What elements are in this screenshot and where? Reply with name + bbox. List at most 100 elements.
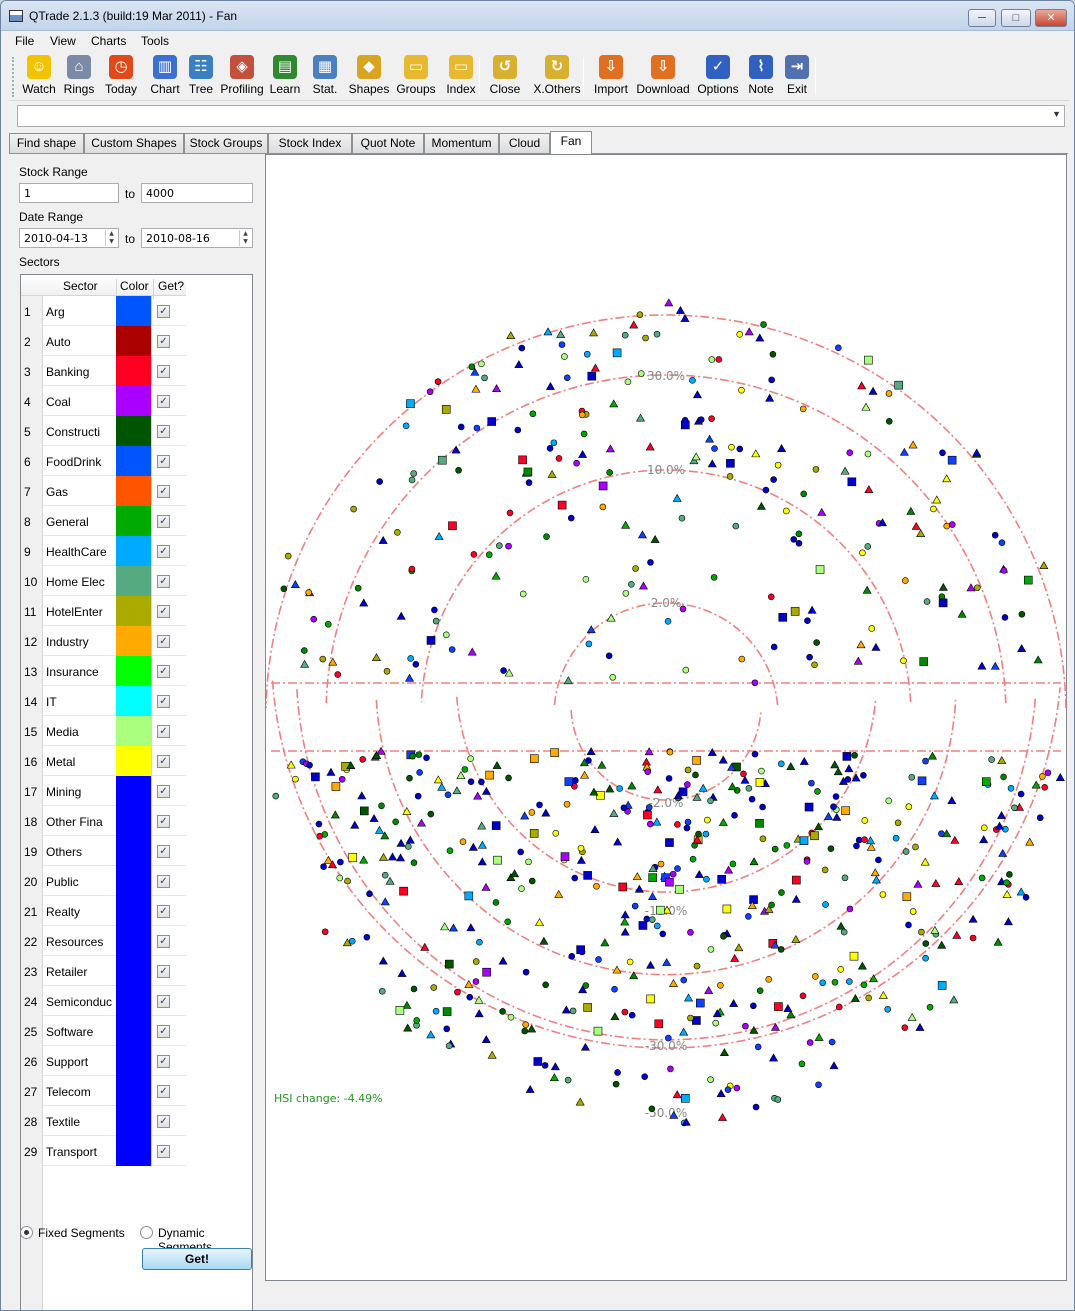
sector-color-swatch[interactable] — [116, 836, 152, 866]
sector-row[interactable]: 8 General ✓ — [21, 506, 186, 536]
toolbar-download-button[interactable]: ⇩ Download — [633, 55, 693, 99]
sector-color-swatch[interactable] — [116, 806, 152, 836]
sector-get-checkbox[interactable]: ✓ — [157, 845, 170, 858]
menu-tools[interactable]: Tools — [141, 34, 170, 48]
sector-get-checkbox[interactable]: ✓ — [157, 425, 170, 438]
toolbar-stat-button[interactable]: ▦ Stat. — [305, 55, 345, 99]
sector-get-checkbox[interactable]: ✓ — [157, 995, 170, 1008]
sector-get-checkbox[interactable]: ✓ — [157, 1055, 170, 1068]
sector-row[interactable]: 19 Others ✓ — [21, 836, 186, 866]
sector-get-checkbox[interactable]: ✓ — [157, 365, 170, 378]
header-sector[interactable]: Sector — [63, 279, 98, 293]
sector-color-swatch[interactable] — [116, 536, 152, 566]
sector-color-swatch[interactable] — [116, 386, 152, 416]
maximize-button[interactable]: □ — [1001, 9, 1031, 27]
sector-get-checkbox[interactable]: ✓ — [157, 815, 170, 828]
toolbar-today-button[interactable]: ◷ Today — [99, 55, 143, 99]
sector-get-checkbox[interactable]: ✓ — [157, 965, 170, 978]
toolbar-options-button[interactable]: ✓ Options — [693, 55, 743, 99]
sector-get-checkbox[interactable]: ✓ — [157, 335, 170, 348]
sector-color-swatch[interactable] — [116, 296, 152, 326]
sector-get-checkbox[interactable]: ✓ — [157, 605, 170, 618]
sector-row[interactable]: 16 Metal ✓ — [21, 746, 186, 776]
sector-get-checkbox[interactable]: ✓ — [157, 305, 170, 318]
sector-color-swatch[interactable] — [116, 446, 152, 476]
sector-row[interactable]: 7 Gas ✓ — [21, 476, 186, 506]
sector-row[interactable]: 28 Textile ✓ — [21, 1106, 186, 1136]
toolbar-groups-button[interactable]: ▭ Groups — [393, 55, 439, 99]
sector-get-checkbox[interactable]: ✓ — [157, 395, 170, 408]
sector-row[interactable]: 4 Coal ✓ — [21, 386, 186, 416]
sector-color-swatch[interactable] — [116, 866, 152, 896]
sector-get-checkbox[interactable]: ✓ — [157, 725, 170, 738]
dynamic-segments-radio[interactable] — [140, 1226, 153, 1239]
sector-color-swatch[interactable] — [116, 656, 152, 686]
sector-row[interactable]: 1 Arg ✓ — [21, 296, 186, 326]
sector-color-swatch[interactable] — [116, 1016, 152, 1046]
sector-row[interactable]: 14 IT ✓ — [21, 686, 186, 716]
toolbar-tree-button[interactable]: ☷ Tree — [183, 55, 219, 99]
sector-row[interactable]: 24 Semiconduc ✓ — [21, 986, 186, 1016]
sector-get-checkbox[interactable]: ✓ — [157, 665, 170, 678]
toolbar-xothers-button[interactable]: ↻ X.Others — [525, 55, 589, 99]
date-from-input[interactable]: 2010-04-13 ▲ ▼ — [19, 228, 119, 248]
sector-get-checkbox[interactable]: ✓ — [157, 1145, 170, 1158]
sector-color-swatch[interactable] — [116, 776, 152, 806]
toolbar-close-button[interactable]: ↺ Close — [485, 55, 525, 99]
fixed-segments-radio[interactable] — [20, 1226, 33, 1239]
sector-row[interactable]: 12 Industry ✓ — [21, 626, 186, 656]
sector-row[interactable]: 22 Resources ✓ — [21, 926, 186, 956]
sector-row[interactable]: 6 FoodDrink ✓ — [21, 446, 186, 476]
sector-row[interactable]: 5 Constructi ✓ — [21, 416, 186, 446]
sector-get-checkbox[interactable]: ✓ — [157, 515, 170, 528]
sector-row[interactable]: 13 Insurance ✓ — [21, 656, 186, 686]
toolbar-chart-button[interactable]: ▥ Chart — [147, 55, 183, 99]
sector-get-checkbox[interactable]: ✓ — [157, 695, 170, 708]
sector-row[interactable]: 18 Other Fina ✓ — [21, 806, 186, 836]
sector-color-swatch[interactable] — [116, 896, 152, 926]
close-button[interactable]: ✕ — [1035, 9, 1067, 27]
sector-row[interactable]: 15 Media ✓ — [21, 716, 186, 746]
stock-to-input[interactable]: 4000 — [141, 183, 253, 203]
tab-momentum[interactable]: Momentum — [424, 133, 499, 153]
tab-findshape[interactable]: Find shape — [9, 133, 84, 153]
toolbar-index-button[interactable]: ▭ Index — [439, 55, 483, 99]
sector-color-swatch[interactable] — [116, 326, 152, 356]
sector-row[interactable]: 25 Software ✓ — [21, 1016, 186, 1046]
sector-color-swatch[interactable] — [116, 1076, 152, 1106]
toolbar-note-button[interactable]: ⌇ Note — [743, 55, 779, 99]
sector-color-swatch[interactable] — [116, 1136, 152, 1166]
sector-color-swatch[interactable] — [116, 416, 152, 446]
stock-from-input[interactable]: 1 — [19, 183, 119, 203]
menu-view[interactable]: View — [50, 34, 76, 48]
date-to-input[interactable]: 2010-08-16 ▲ ▼ — [141, 228, 253, 248]
sector-color-swatch[interactable] — [116, 686, 152, 716]
sector-get-checkbox[interactable]: ✓ — [157, 545, 170, 558]
date-from-spinner[interactable]: ▲ ▼ — [105, 230, 117, 246]
sector-color-swatch[interactable] — [116, 476, 152, 506]
fan-chart[interactable]: 30.0%10.0%2.0%-2.0%-10.0%-30.0%-50.0%HSI… — [266, 155, 1068, 1282]
sector-row[interactable]: 20 Public ✓ — [21, 866, 186, 896]
get-button[interactable]: Get! — [142, 1248, 252, 1270]
toolbar-learn-button[interactable]: ▤ Learn — [265, 55, 305, 99]
sector-row[interactable]: 11 HotelEnter ✓ — [21, 596, 186, 626]
sector-get-checkbox[interactable]: ✓ — [157, 455, 170, 468]
sector-get-checkbox[interactable]: ✓ — [157, 785, 170, 798]
symbol-combobox[interactable]: ▼ — [17, 105, 1065, 127]
toolbar-rings-button[interactable]: ⌂ Rings — [59, 55, 99, 99]
sector-get-checkbox[interactable]: ✓ — [157, 1025, 170, 1038]
sector-color-swatch[interactable] — [116, 746, 152, 776]
sector-color-swatch[interactable] — [116, 956, 152, 986]
tab-stockindex[interactable]: Stock Index — [268, 133, 352, 153]
tab-customshapes[interactable]: Custom Shapes — [84, 133, 184, 153]
sector-color-swatch[interactable] — [116, 356, 152, 386]
sector-color-swatch[interactable] — [116, 716, 152, 746]
sector-get-checkbox[interactable]: ✓ — [157, 1115, 170, 1128]
sector-row[interactable]: 29 Transport ✓ — [21, 1136, 186, 1166]
sector-get-checkbox[interactable]: ✓ — [157, 875, 170, 888]
tab-fan[interactable]: Fan — [550, 131, 592, 154]
sector-color-swatch[interactable] — [116, 926, 152, 956]
sector-get-checkbox[interactable]: ✓ — [157, 575, 170, 588]
fixed-segments-label[interactable]: Fixed Segments — [38, 1226, 125, 1240]
chevron-down-icon[interactable]: ▼ — [1052, 109, 1061, 119]
